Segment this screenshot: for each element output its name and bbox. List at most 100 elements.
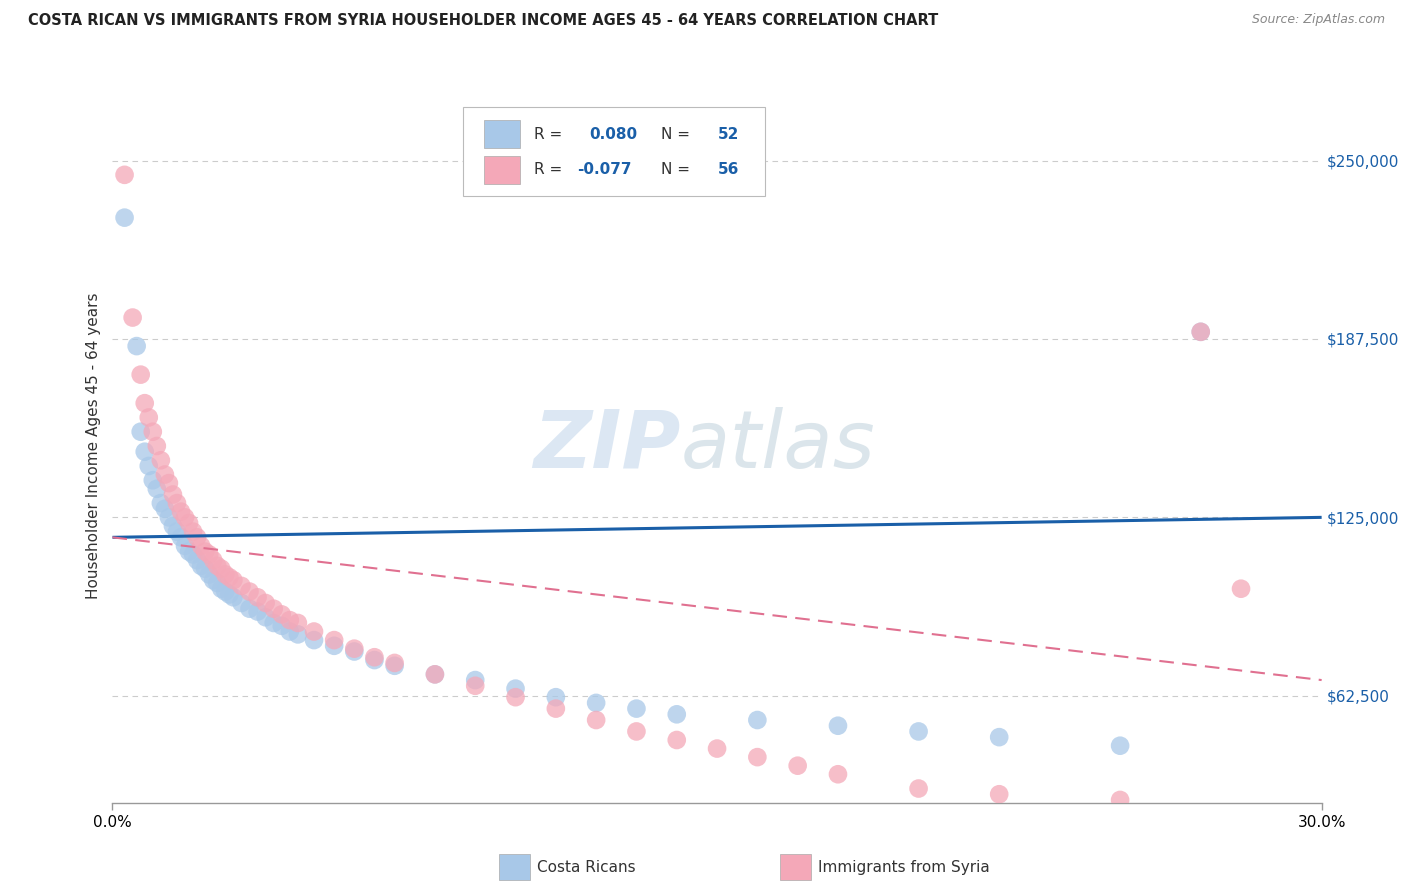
Point <box>988 730 1011 744</box>
Point <box>190 539 212 553</box>
Point <box>149 496 172 510</box>
Point <box>626 724 648 739</box>
Point <box>287 615 309 630</box>
Point <box>170 505 193 519</box>
Text: Source: ZipAtlas.com: Source: ZipAtlas.com <box>1251 13 1385 27</box>
Point <box>323 633 346 648</box>
Point <box>343 644 366 658</box>
Point <box>544 701 567 715</box>
Point <box>207 558 229 573</box>
Point <box>1189 325 1212 339</box>
FancyBboxPatch shape <box>463 107 765 196</box>
Text: 52: 52 <box>718 127 740 142</box>
Point <box>125 339 148 353</box>
Point <box>186 530 208 544</box>
Point <box>170 530 193 544</box>
Point <box>129 425 152 439</box>
Point <box>231 596 253 610</box>
Point <box>166 496 188 510</box>
Point <box>270 607 292 622</box>
Text: N =: N = <box>661 127 696 142</box>
Point <box>238 584 260 599</box>
Point <box>302 624 325 639</box>
Point <box>162 519 184 533</box>
Point <box>423 667 446 681</box>
Point <box>384 658 406 673</box>
Point <box>149 453 172 467</box>
Point <box>181 548 204 562</box>
Point <box>384 656 406 670</box>
Point <box>177 544 200 558</box>
Text: COSTA RICAN VS IMMIGRANTS FROM SYRIA HOUSEHOLDER INCOME AGES 45 - 64 YEARS CORRE: COSTA RICAN VS IMMIGRANTS FROM SYRIA HOU… <box>28 13 938 29</box>
Point <box>207 576 229 591</box>
Point <box>246 591 269 605</box>
Point <box>157 510 180 524</box>
Point <box>263 601 285 615</box>
Point <box>214 584 236 599</box>
Point <box>134 396 156 410</box>
Point <box>138 410 160 425</box>
Point <box>665 707 688 722</box>
Point <box>181 524 204 539</box>
Bar <box>484 155 520 184</box>
Point <box>114 168 136 182</box>
Point <box>194 562 217 576</box>
Text: Costa Ricans: Costa Ricans <box>537 860 636 874</box>
Y-axis label: Householder Income Ages 45 - 64 years: Householder Income Ages 45 - 64 years <box>86 293 101 599</box>
Point <box>263 615 285 630</box>
Point <box>134 444 156 458</box>
Point <box>747 750 769 764</box>
Point <box>174 539 197 553</box>
Point <box>194 544 217 558</box>
Point <box>270 619 292 633</box>
Point <box>1109 739 1132 753</box>
Point <box>323 639 346 653</box>
Text: R =: R = <box>534 162 568 178</box>
Point <box>363 653 385 667</box>
Point <box>218 587 240 601</box>
Point <box>626 701 648 715</box>
Point <box>464 679 486 693</box>
Point <box>209 582 232 596</box>
Point <box>343 641 366 656</box>
Point <box>190 558 212 573</box>
Point <box>114 211 136 225</box>
Point <box>177 516 200 530</box>
Point <box>254 596 277 610</box>
Text: 0.080: 0.080 <box>589 127 637 142</box>
Point <box>423 667 446 681</box>
Point <box>202 553 225 567</box>
Point <box>214 567 236 582</box>
Text: N =: N = <box>661 162 696 178</box>
Point <box>1230 582 1253 596</box>
Point <box>142 425 165 439</box>
Point <box>238 601 260 615</box>
Point <box>827 767 849 781</box>
Point <box>198 548 221 562</box>
Point <box>544 690 567 705</box>
Point <box>505 681 527 696</box>
Point <box>146 482 169 496</box>
Text: R =: R = <box>534 127 568 142</box>
Point <box>146 439 169 453</box>
Point <box>162 487 184 501</box>
Point <box>907 724 929 739</box>
Text: atlas: atlas <box>681 407 876 485</box>
Point <box>585 696 607 710</box>
Point <box>278 613 301 627</box>
Point <box>363 650 385 665</box>
Point <box>246 605 269 619</box>
Point <box>1109 793 1132 807</box>
Point <box>218 570 240 584</box>
Text: 56: 56 <box>718 162 740 178</box>
Point <box>278 624 301 639</box>
Point <box>907 781 929 796</box>
Point <box>287 627 309 641</box>
Point <box>786 758 808 772</box>
Point <box>129 368 152 382</box>
Point <box>198 567 221 582</box>
Point <box>665 733 688 747</box>
Point <box>174 510 197 524</box>
Point <box>166 524 188 539</box>
Bar <box>484 120 520 148</box>
